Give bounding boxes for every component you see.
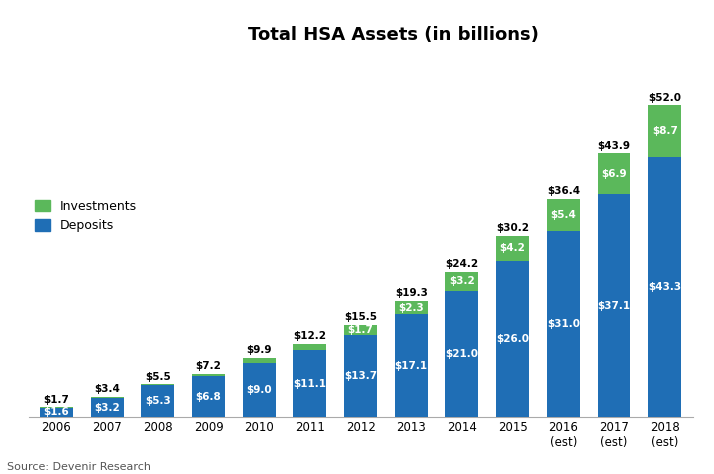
Text: $36.4: $36.4 xyxy=(547,186,580,196)
Text: $19.3: $19.3 xyxy=(395,288,428,298)
Bar xyxy=(91,397,124,398)
Text: $21.0: $21.0 xyxy=(446,349,478,359)
Bar xyxy=(446,291,478,417)
Text: $9.9: $9.9 xyxy=(246,345,272,356)
Bar xyxy=(192,374,225,376)
Bar xyxy=(344,325,377,335)
Bar xyxy=(446,272,478,291)
Bar xyxy=(547,199,580,231)
Bar xyxy=(547,231,580,417)
Text: $3.2: $3.2 xyxy=(449,276,475,286)
Bar xyxy=(141,384,174,385)
Text: $2.3: $2.3 xyxy=(398,302,424,312)
Text: $3.2: $3.2 xyxy=(94,402,120,412)
Text: $43.3: $43.3 xyxy=(648,282,681,292)
Bar xyxy=(243,363,276,417)
Bar xyxy=(40,408,73,417)
Bar xyxy=(395,301,428,314)
Bar xyxy=(598,153,630,194)
Text: $1.6: $1.6 xyxy=(44,407,69,417)
Text: $17.1: $17.1 xyxy=(395,361,428,371)
Text: $11.1: $11.1 xyxy=(293,379,326,389)
Bar xyxy=(243,358,276,363)
Text: $5.3: $5.3 xyxy=(145,396,171,406)
Text: $37.1: $37.1 xyxy=(598,301,630,311)
Text: $13.7: $13.7 xyxy=(344,371,377,381)
Bar xyxy=(496,261,529,417)
Bar xyxy=(192,376,225,417)
Bar xyxy=(598,194,630,417)
Bar xyxy=(91,398,124,417)
Text: $3.4: $3.4 xyxy=(94,384,120,394)
Bar xyxy=(40,407,73,408)
Text: $5.4: $5.4 xyxy=(550,210,576,220)
Text: Source: Devenir Research: Source: Devenir Research xyxy=(7,462,151,472)
Text: $24.2: $24.2 xyxy=(446,259,478,269)
Legend: Investments, Deposits: Investments, Deposits xyxy=(35,200,137,232)
Text: $52.0: $52.0 xyxy=(648,92,681,102)
Bar xyxy=(395,314,428,417)
Text: $1.7: $1.7 xyxy=(348,325,373,335)
Text: $1.7: $1.7 xyxy=(44,394,69,404)
Title: Total HSA Assets (in billions): Total HSA Assets (in billions) xyxy=(248,26,539,44)
Bar xyxy=(648,105,681,157)
Text: $30.2: $30.2 xyxy=(496,223,529,233)
Bar xyxy=(648,157,681,417)
Text: $4.2: $4.2 xyxy=(500,244,526,254)
Text: $8.7: $8.7 xyxy=(652,126,678,136)
Text: $43.9: $43.9 xyxy=(598,141,630,151)
Text: $15.5: $15.5 xyxy=(344,312,377,322)
Bar xyxy=(496,236,529,261)
Text: $26.0: $26.0 xyxy=(496,334,529,344)
Bar xyxy=(293,344,326,350)
Text: $6.9: $6.9 xyxy=(601,169,627,179)
Text: $31.0: $31.0 xyxy=(547,319,580,329)
Text: $9.0: $9.0 xyxy=(246,385,272,395)
Text: $12.2: $12.2 xyxy=(293,331,326,341)
Text: $7.2: $7.2 xyxy=(196,362,221,372)
Text: $6.8: $6.8 xyxy=(196,392,221,401)
Bar xyxy=(293,350,326,417)
Text: $5.5: $5.5 xyxy=(145,372,171,382)
Bar xyxy=(344,335,377,417)
Bar xyxy=(141,385,174,417)
